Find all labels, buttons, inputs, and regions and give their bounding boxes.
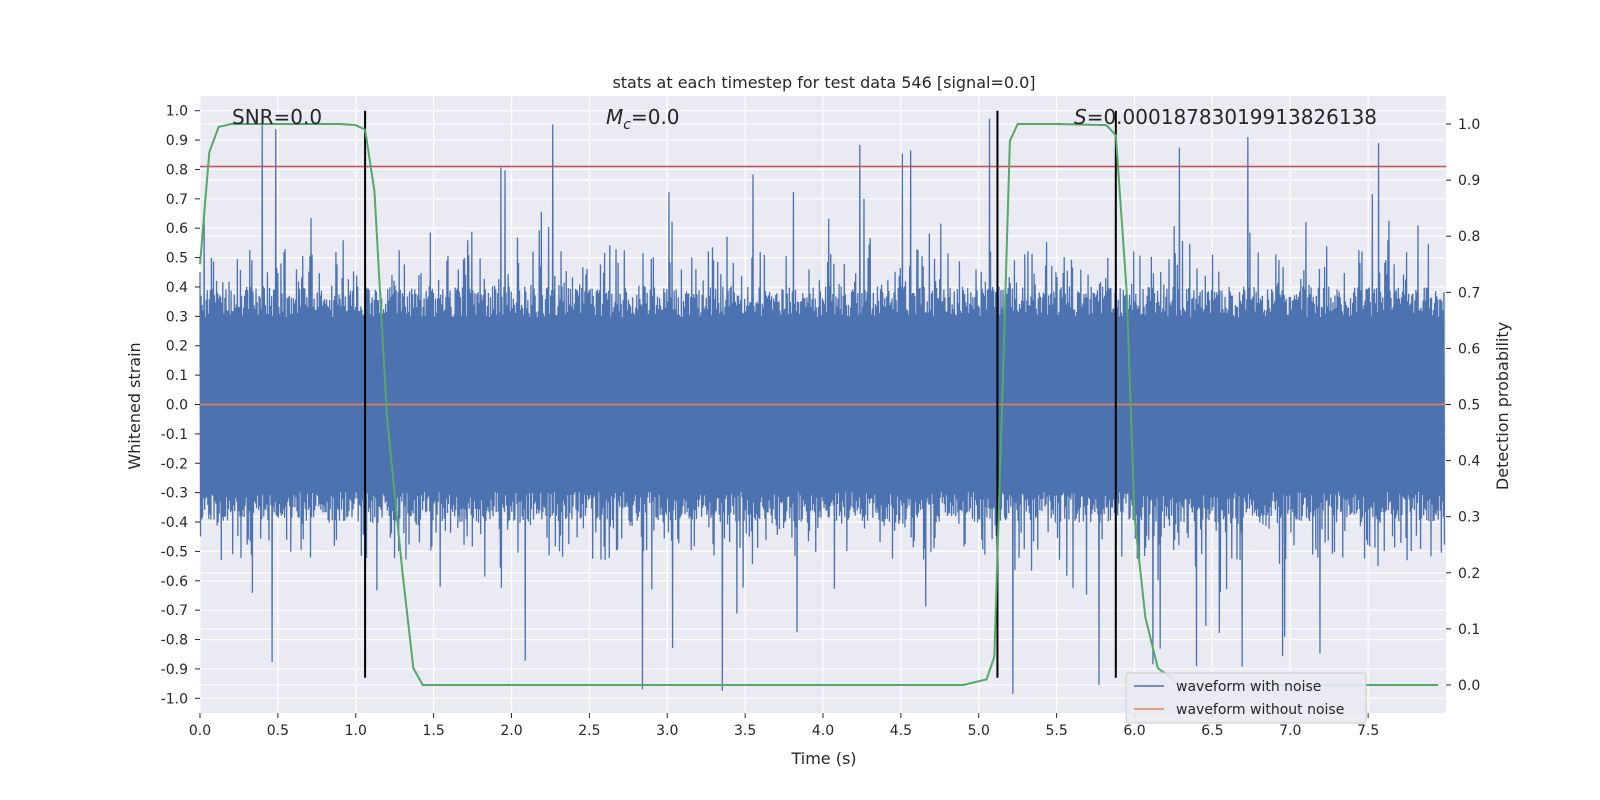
y-left-tick-label-0: 1.0 <box>166 104 188 120</box>
annotation-mc: Mc=0.0 <box>606 105 680 133</box>
x-tick-label-11: 5.5 <box>1045 723 1067 739</box>
y-left-tick-label-20: -1.0 <box>161 691 188 707</box>
mc-subscript: c <box>623 117 631 133</box>
x-tick-label-7: 3.5 <box>734 723 756 739</box>
x-tick-label-14: 7.0 <box>1279 723 1301 739</box>
y-left-tick-label-3: 0.7 <box>166 192 188 208</box>
y-left-tick-label-7: 0.3 <box>166 309 188 325</box>
y-left-tick-label-5: 0.5 <box>166 251 188 267</box>
x-axis-label: Time (s) <box>790 749 856 768</box>
y-right-tick-label-5: 0.5 <box>1458 398 1480 414</box>
y-left-tick-label-2: 0.8 <box>166 162 188 178</box>
y-left-tick-label-12: -0.2 <box>161 456 188 472</box>
x-tick-label-9: 4.5 <box>890 723 912 739</box>
y-right-tick-label-8: 0.2 <box>1458 566 1480 582</box>
y-left-tick-label-15: -0.5 <box>161 544 188 560</box>
x-tick-label-5: 2.5 <box>578 723 600 739</box>
y-right-tick-label-3: 0.7 <box>1458 285 1480 301</box>
x-tick-label-10: 5.0 <box>968 723 990 739</box>
s-symbol: S <box>1074 105 1087 129</box>
y-left-tick-label-1: 0.9 <box>166 133 188 149</box>
s-value: =0.00018783019913826138 <box>1087 105 1377 129</box>
x-axis-ticks: 0.0 0.5 1.0 1.5 2.0 2.5 3.0 3.5 4.0 4.5 5.0 5.5 6.0 6… <box>189 713 1379 739</box>
series-noisy-waveform <box>199 118 1446 694</box>
y-left-tick-label-6: 0.4 <box>166 280 188 296</box>
y-left-tick-label-14: -0.4 <box>161 515 188 531</box>
chart-title: stats at each timestep for test data 546… <box>612 73 1035 92</box>
y-left-tick-label-11: -0.1 <box>161 427 188 443</box>
y-right-tick-label-2: 0.8 <box>1458 229 1480 245</box>
legend-label-clean: waveform without noise <box>1176 702 1344 718</box>
y-left-tick-label-17: -0.7 <box>161 603 188 619</box>
mc-symbol: M <box>606 105 623 129</box>
y-left-tick-label-8: 0.2 <box>166 339 188 355</box>
y-axis-label-right: Detection probability <box>1493 322 1512 490</box>
y-left-tick-label-10: 0.0 <box>166 398 188 414</box>
y-right-tick-label-4: 0.6 <box>1458 341 1480 357</box>
x-tick-label-15: 7.5 <box>1357 723 1379 739</box>
x-tick-label-8: 4.0 <box>812 723 834 739</box>
y-left-tick-label-18: -0.8 <box>161 633 188 649</box>
legend: waveform with noise waveform without noi… <box>1125 672 1367 724</box>
y-right-tick-label-6: 0.4 <box>1458 454 1480 470</box>
y-right-tick-label-7: 0.3 <box>1458 510 1480 526</box>
right-axis-ticks: 1.0 0.9 0.8 0.7 0.6 0.5 0.4 0.3 0.2 0.1 0.0 <box>1446 117 1480 694</box>
x-tick-label-0: 0.0 <box>189 723 211 739</box>
noise-series <box>199 118 1446 694</box>
y-right-tick-label-10: 0.0 <box>1458 678 1480 694</box>
annotation-snr: SNR=0.0 <box>232 105 322 129</box>
y-right-tick-label-1: 0.9 <box>1458 173 1480 189</box>
y-left-tick-label-9: 0.1 <box>166 368 188 384</box>
x-tick-label-12: 6.0 <box>1123 723 1145 739</box>
y-right-tick-label-9: 0.1 <box>1458 622 1480 638</box>
series-detection-probability <box>199 123 1439 686</box>
annotation-s: S=0.00018783019913826138 <box>1074 105 1377 129</box>
x-tick-label-4: 2.0 <box>500 723 522 739</box>
overlays <box>199 110 1446 686</box>
y-left-tick-label-13: -0.3 <box>161 486 188 502</box>
y-left-tick-label-4: 0.6 <box>166 221 188 237</box>
y-left-tick-label-19: -0.9 <box>161 662 188 678</box>
left-axis-ticks: 1.0 0.9 0.8 0.7 0.6 0.5 0.4 0.3 0.2 0.1 0.0 -0.1 -0.… <box>161 104 200 707</box>
y-right-tick-label-0: 1.0 <box>1458 117 1480 133</box>
mc-value: =0.0 <box>631 105 680 129</box>
x-tick-label-13: 6.5 <box>1201 723 1223 739</box>
legend-label-noise: waveform with noise <box>1176 679 1321 695</box>
legend-box <box>1125 672 1367 724</box>
x-tick-label-3: 1.5 <box>422 723 444 739</box>
x-tick-label-1: 0.5 <box>267 723 289 739</box>
y-axis-label-left: Whitened strain <box>125 342 144 469</box>
y-left-tick-label-16: -0.6 <box>161 574 188 590</box>
x-tick-label-6: 3.0 <box>656 723 678 739</box>
x-tick-label-2: 1.0 <box>345 723 367 739</box>
